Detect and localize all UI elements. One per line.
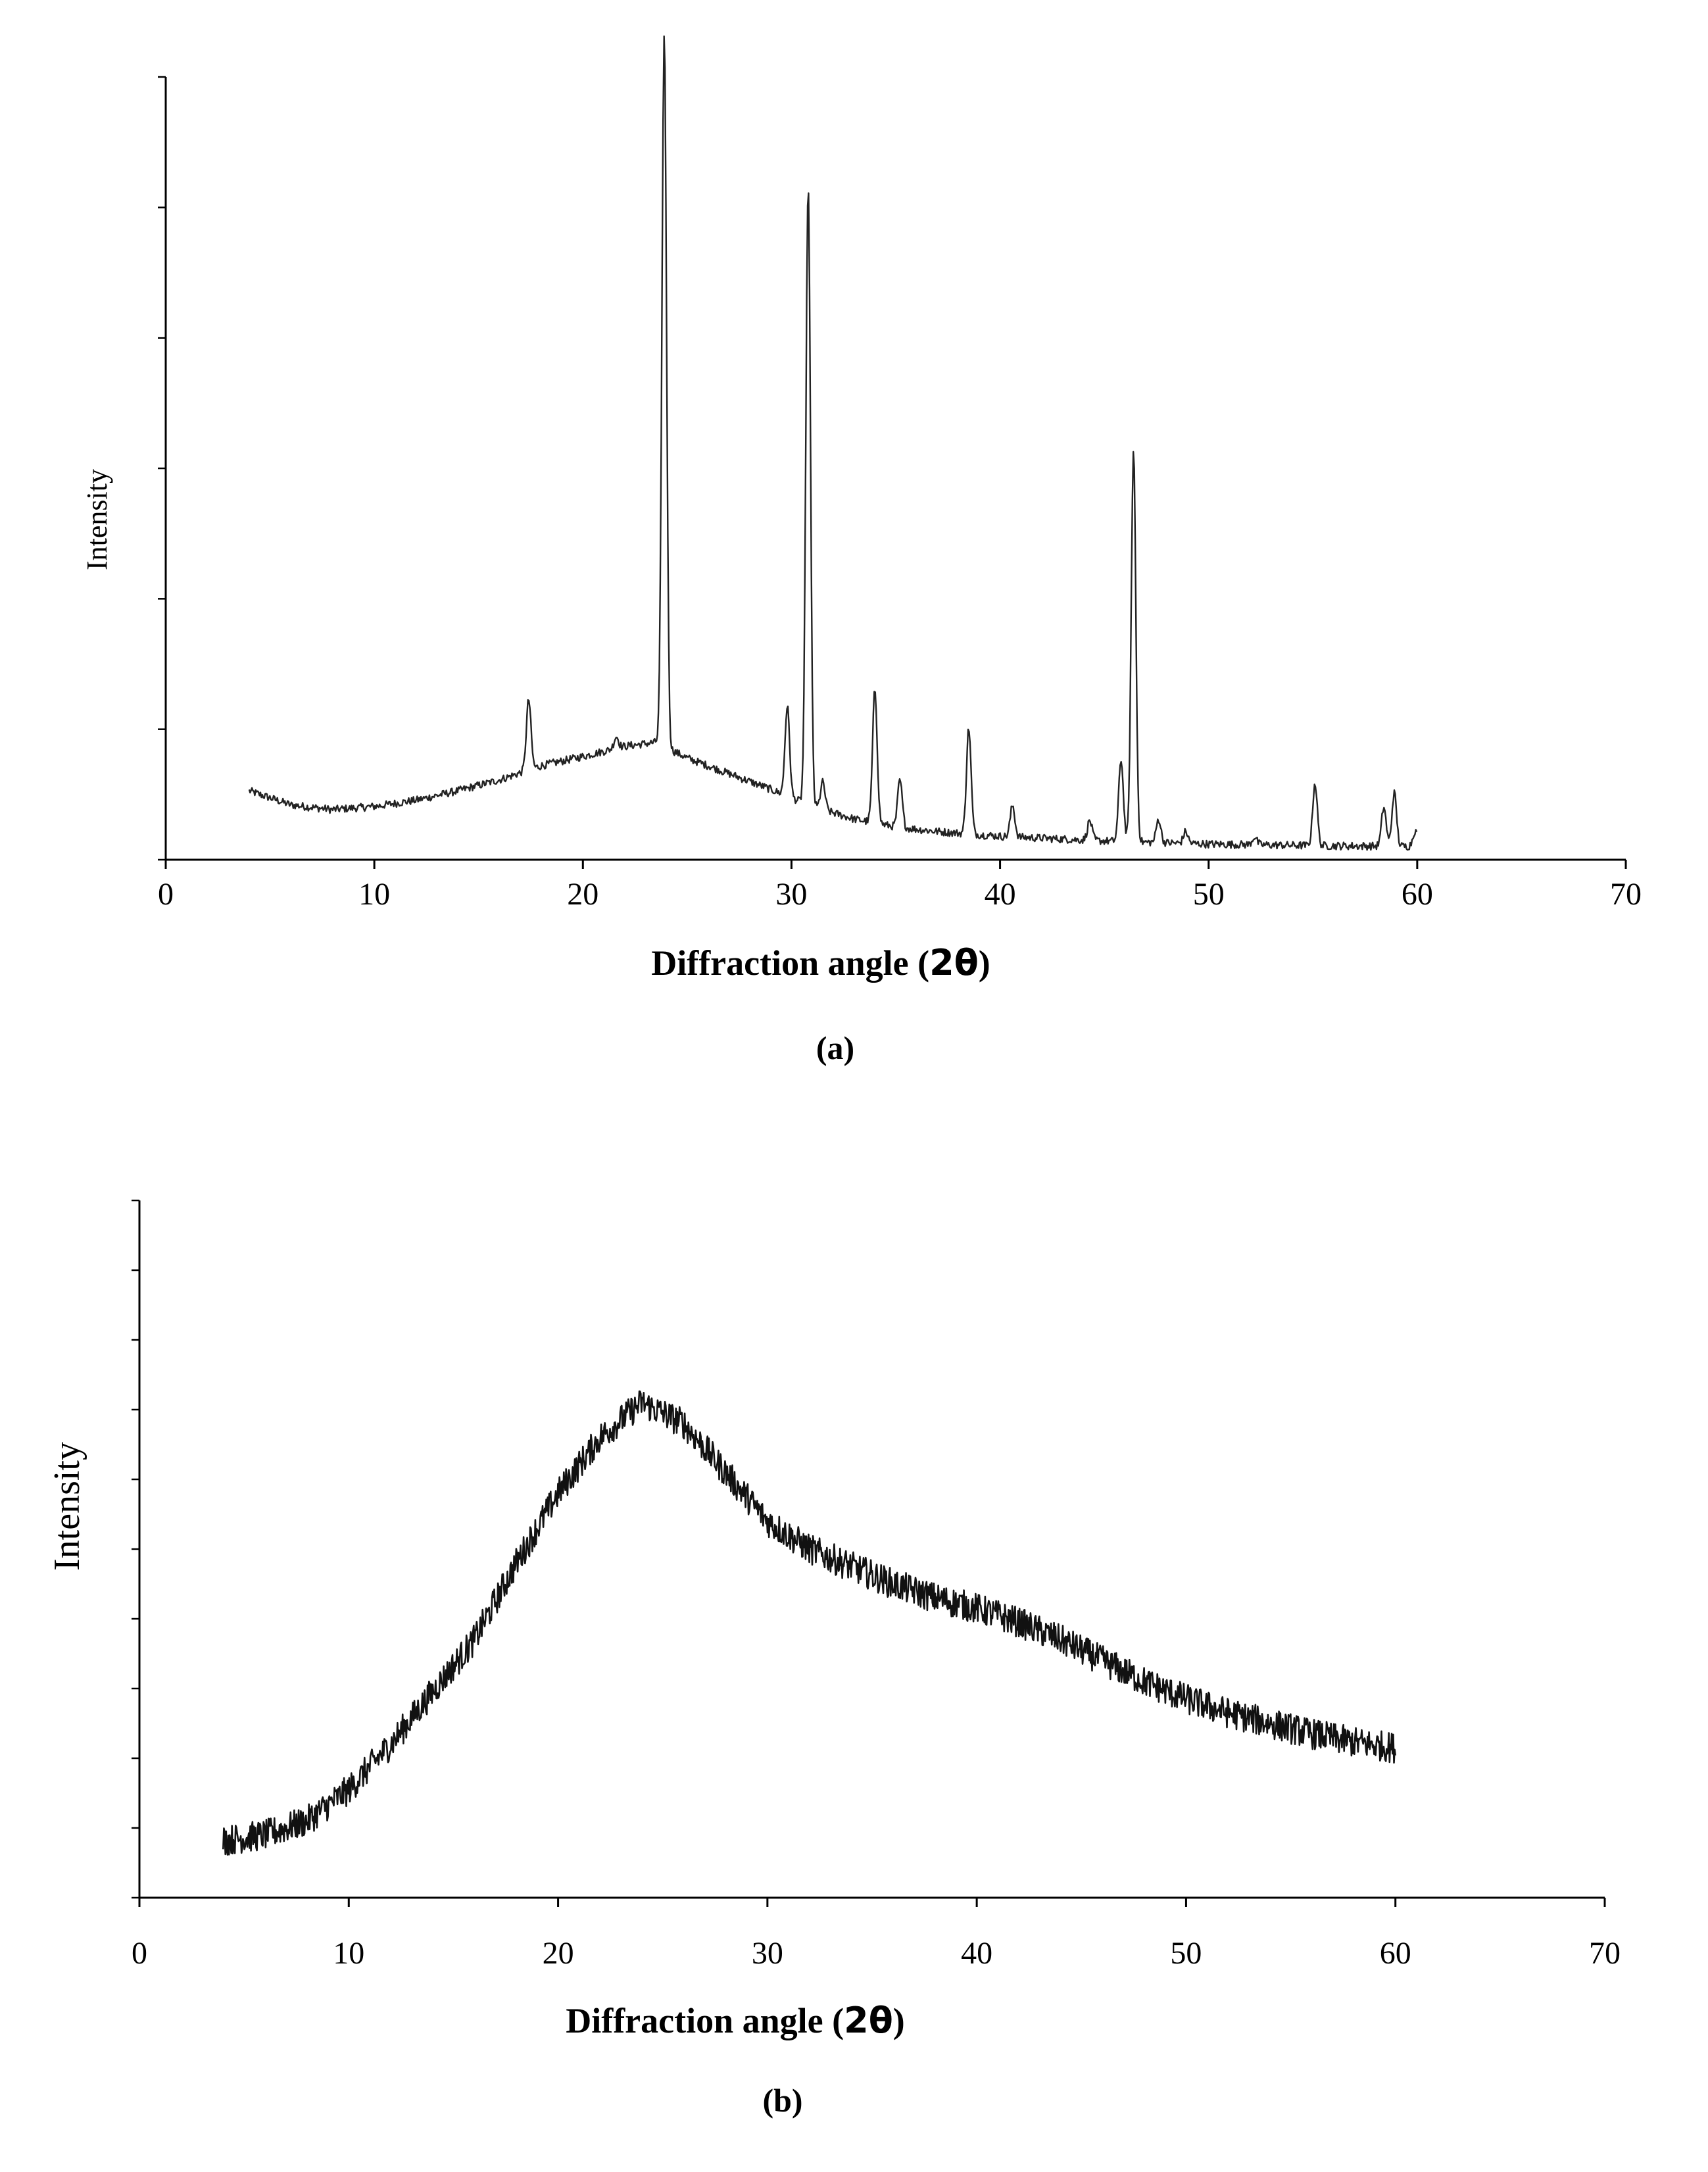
chart-b: 0 10 20 30 40 50 60 70 Intensity Diffraction an…: [47, 1199, 1621, 2119]
y-axis-title: Intensity: [81, 469, 113, 570]
x-tick-label: 70: [1589, 1936, 1621, 1971]
x-tick-label: 50: [1193, 877, 1225, 912]
y-ticks: [132, 1199, 139, 1899]
x-axis-title: Diffraction angle (2θ): [651, 942, 990, 983]
x-tick-label: 30: [752, 1936, 783, 1971]
x-tick-label: 10: [333, 1936, 364, 1971]
x-tick-label: 20: [567, 877, 598, 912]
y-ticks: [158, 76, 166, 861]
xrd-pattern-line: [222, 1390, 1396, 1856]
panel-label-a: (a): [816, 1029, 854, 1066]
x-tick-label: 0: [132, 1936, 147, 1971]
x-ticks: 0 10 20 30 40 50 60 70: [158, 860, 1642, 912]
x-tick-label: 40: [985, 877, 1016, 912]
x-tick-label: 50: [1170, 1936, 1202, 1971]
xrd-pattern-line: [248, 35, 1418, 851]
x-tick-label: 40: [961, 1936, 992, 1971]
y-axis-title: Intensity: [47, 1442, 87, 1571]
x-axis-title: Diffraction angle (2θ): [566, 2000, 905, 2041]
x-tick-label: 10: [358, 877, 390, 912]
chart-a: 0 10 20 30 40 50 60 70 Intensity Diffraction an…: [81, 35, 1642, 1066]
x-tick-label: 30: [775, 877, 807, 912]
x-tick-label: 20: [543, 1936, 574, 1971]
x-tick-label: 60: [1402, 877, 1433, 912]
x-tick-label: 0: [158, 877, 174, 912]
x-ticks: 0 10 20 30 40 50 60 70: [132, 1898, 1621, 1971]
x-tick-label: 70: [1610, 877, 1642, 912]
panel-label-b: (b): [762, 2082, 802, 2119]
x-tick-label: 60: [1380, 1936, 1411, 1971]
